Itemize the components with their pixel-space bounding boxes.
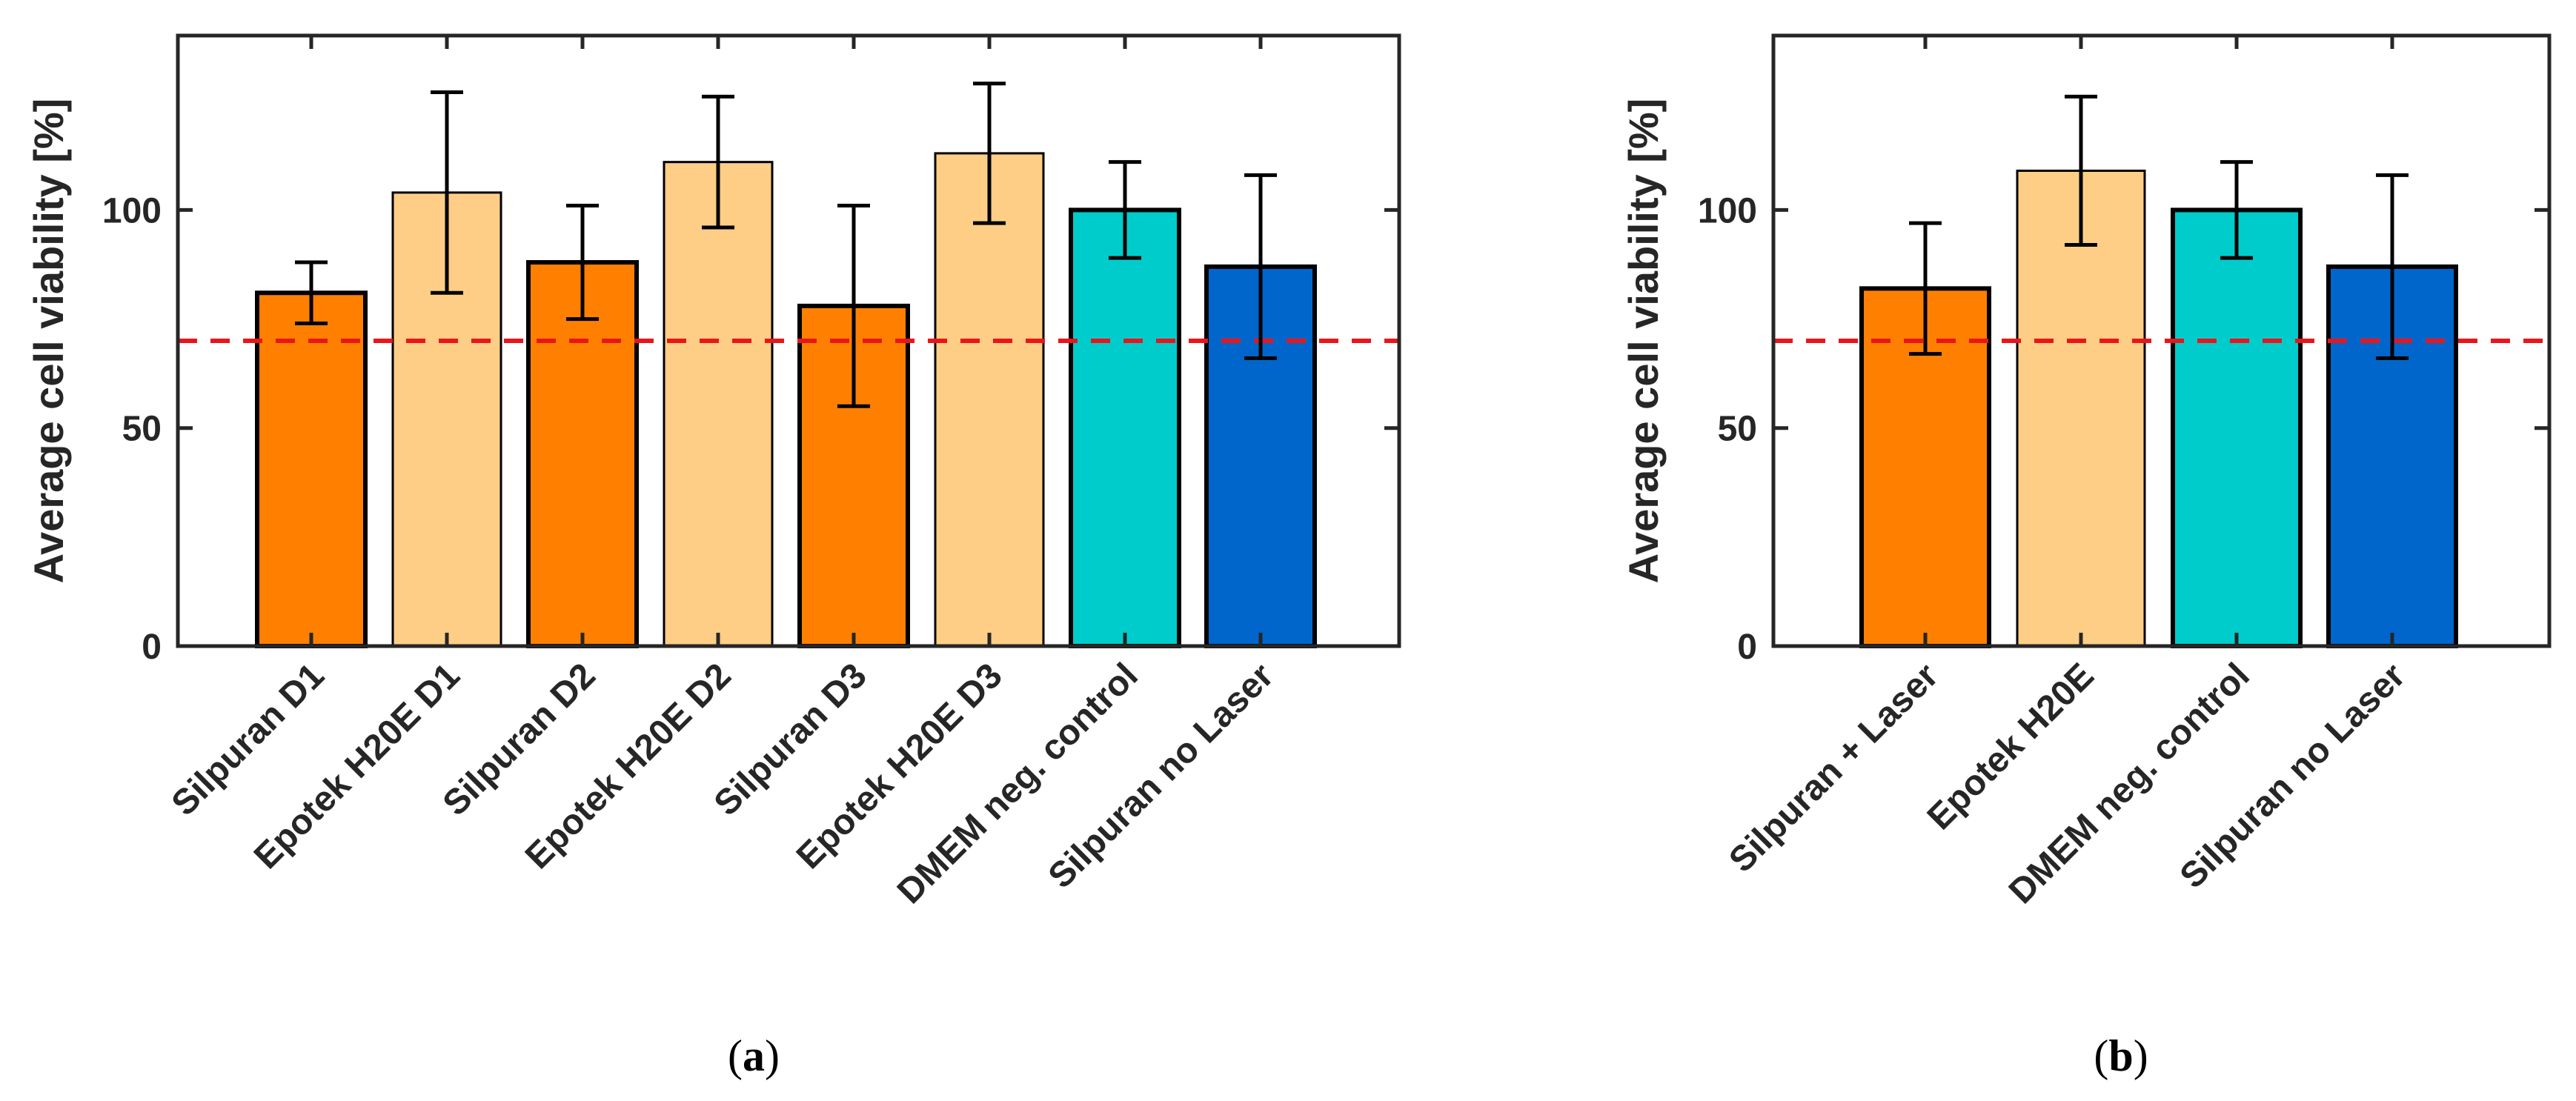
panel-label-a: (a) (728, 1031, 780, 1080)
bar (2016, 169, 2146, 648)
bar (255, 290, 368, 648)
y-tick-label: 50 (122, 410, 162, 449)
panel-label-b: (b) (2094, 1031, 2148, 1080)
y-axis-label: Average cell viability [%] (1620, 99, 1667, 584)
y-tick-label: 100 (102, 191, 162, 230)
bar (1069, 207, 1181, 648)
panel-label-a-letter: a (743, 1031, 765, 1080)
x-tick-label: Silpuran no Laser (1041, 656, 1281, 896)
y-tick-label: 0 (142, 628, 162, 667)
y-tick-label: 0 (1737, 628, 1757, 667)
bar (2171, 207, 2303, 648)
axes-box (1771, 33, 2552, 648)
x-tick-label: Silpuran + Laser (1722, 656, 1946, 880)
y-tick-label: 50 (1718, 410, 1757, 449)
panel-label-b-letter: b (2108, 1031, 2133, 1080)
y-axis-label: Average cell viability [%] (25, 99, 72, 584)
y-tick-label: 100 (1698, 191, 1757, 230)
x-tick-label: DMEM neg. control (890, 656, 1146, 911)
bar (663, 161, 774, 648)
axes-box (176, 33, 1401, 648)
bar (934, 152, 1045, 648)
